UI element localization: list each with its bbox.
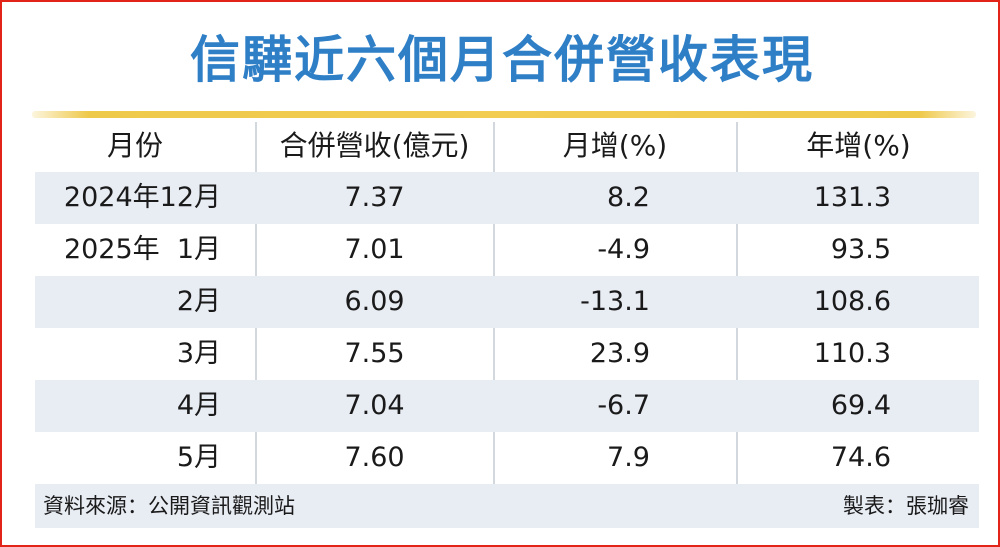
cell-mom: 8.2 (607, 182, 650, 213)
maker-credit: 製表：張珈睿 (843, 494, 969, 518)
title-divider (32, 111, 976, 118)
revenue-table: 月份 合併營收(億元) 月增(%) 年增(%) 2024年12月 7.37 8.… (35, 120, 979, 484)
table-header-row: 月份 合併營收(億元) 月增(%) 年增(%) (35, 120, 979, 172)
cell-revenue: 6.09 (344, 286, 405, 317)
cell-revenue: 7.55 (344, 338, 405, 369)
cell-month: 2025年 1月 (63, 234, 221, 265)
cell-month: 5月 (176, 442, 221, 473)
cell-revenue: 7.04 (344, 390, 405, 421)
cell-mom: -13.1 (580, 286, 650, 317)
cell-month: 2024年12月 (63, 182, 221, 213)
table-row: 2025年 1月 7.01 -4.9 93.5 (35, 224, 979, 276)
cell-revenue: 7.37 (344, 182, 405, 213)
cell-revenue: 7.01 (344, 234, 405, 265)
table-row: 4月 7.04 -6.7 69.4 (35, 380, 979, 432)
header-mom: 月增(%) (562, 129, 668, 162)
cell-yoy: 108.6 (813, 286, 891, 317)
table-footer: 資料來源：公開資訊觀測站 製表：張珈睿 (35, 484, 979, 528)
cell-yoy: 93.5 (830, 234, 891, 265)
cell-yoy: 110.3 (813, 338, 891, 369)
table-row: 2024年12月 7.37 8.2 131.3 (35, 172, 979, 224)
page-title: 信驊近六個月合併營收表現 (190, 31, 814, 89)
cell-yoy: 74.6 (830, 442, 891, 473)
cell-month: 4月 (176, 390, 221, 421)
source-note: 資料來源：公開資訊觀測站 (43, 494, 295, 518)
cell-mom: 7.9 (607, 442, 650, 473)
cell-month: 2月 (176, 286, 221, 317)
cell-revenue: 7.60 (344, 442, 405, 473)
table-row: 5月 7.60 7.9 74.6 (35, 432, 979, 484)
cell-mom: -4.9 (597, 234, 650, 265)
cell-mom: -6.7 (597, 390, 650, 421)
cell-month: 3月 (176, 338, 221, 369)
cell-yoy: 69.4 (830, 390, 891, 421)
header-month: 月份 (106, 129, 163, 162)
table-row: 3月 7.55 23.9 110.3 (35, 328, 979, 380)
header-yoy: 年增(%) (806, 129, 911, 162)
cell-yoy: 131.3 (813, 182, 891, 213)
table-row: 2月 6.09 -13.1 108.6 (35, 276, 979, 328)
cell-mom: 23.9 (589, 338, 650, 369)
header-revenue: 合併營收(億元) (279, 129, 470, 162)
